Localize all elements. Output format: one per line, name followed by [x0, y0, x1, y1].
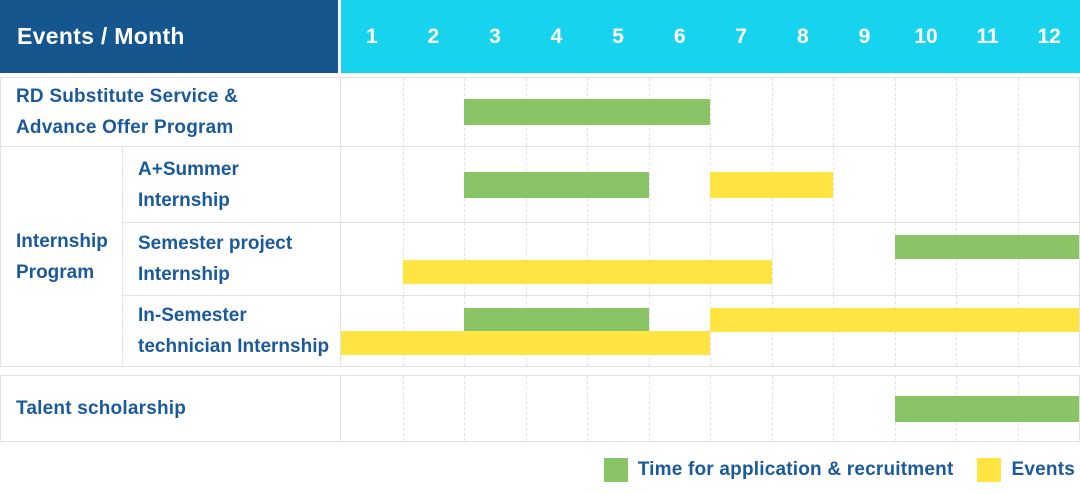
section-gap — [0, 367, 1080, 375]
track-a-summer — [341, 147, 1079, 222]
row-talent-scholarship: Talent scholarship — [1, 376, 1079, 441]
month-header-3: 3 — [489, 24, 501, 48]
month-header-1: 1 — [365, 24, 378, 48]
month-gridline — [525, 376, 527, 441]
legend-application-label: Time for application & recruitment — [637, 459, 954, 480]
track-semester-project — [341, 223, 1079, 295]
bar-in-semester-technician-internship-event-m7-m12 — [710, 308, 1079, 332]
bar-rd-substitute-application-m3-m6 — [464, 99, 710, 125]
bar-semester-project-internship-event-m2-m7 — [402, 260, 772, 284]
legend-application-swatch-icon — [603, 458, 628, 482]
bar-a-summer-internship-application-m3-m5 — [464, 171, 649, 198]
month-header-9: 9 — [858, 24, 871, 48]
month-gridline — [1017, 78, 1019, 146]
row-label-line: Semester project — [138, 233, 293, 254]
month-gridline — [1017, 147, 1019, 222]
bar-talent-scholarship-application-m10-m12 — [894, 395, 1079, 422]
row-label-semester-project: Semester project Internship — [123, 223, 341, 295]
legend: Time for application & recruitment Event… — [0, 442, 1080, 482]
bar-in-semester-technician-internship-event-m1-m6 — [341, 331, 710, 355]
row-rd-substitute: RD Substitute Service & Advance Offer Pr… — [1, 78, 1079, 147]
schedule-section-main: RD Substitute Service & Advance Offer Pr… — [0, 77, 1080, 367]
month-gridline — [402, 147, 404, 222]
row-label-line: Talent scholarship — [16, 398, 187, 419]
month-header-12: 12 — [1037, 24, 1061, 48]
row-label-in-semester: In-Semester technician Internship — [123, 296, 341, 366]
month-gridline — [1017, 223, 1019, 295]
row-label-line: technician Internship — [138, 336, 330, 357]
track-in-semester — [341, 296, 1079, 366]
group-label-line: Internship — [16, 230, 108, 252]
month-header-10: 10 — [914, 24, 938, 48]
row-semester-project-internship: Semester project Internship — [123, 223, 1079, 296]
row-label-line: Internship — [138, 189, 230, 211]
month-gridline — [894, 78, 896, 146]
row-label-line: Internship — [138, 264, 230, 285]
row-in-semester-internship: In-Semester technician Internship — [123, 296, 1079, 366]
month-gridline — [464, 223, 465, 295]
month-header-4: 4 — [550, 24, 563, 48]
month-gridline — [710, 78, 711, 146]
events-month-title: Events / Month — [17, 23, 185, 49]
internship-sub-rows: A+Summer Internship Semester project Int… — [123, 147, 1079, 366]
month-gridline — [956, 78, 957, 146]
month-gridline — [402, 376, 404, 441]
internship-program-band: Internship Program A+Summer Internship S… — [1, 147, 1079, 366]
month-gridline — [710, 376, 711, 441]
month-header-5: 5 — [612, 24, 624, 48]
month-gridline — [771, 376, 773, 441]
month-gridline — [833, 78, 834, 146]
month-gridline — [771, 223, 773, 295]
row-label-line: Advance Offer Program — [16, 117, 234, 138]
group-label-internship-program: Internship Program — [1, 147, 123, 366]
row-label-line: RD Substitute Service & — [16, 86, 239, 107]
schedule-section-talent: Talent scholarship — [0, 375, 1080, 442]
month-gridline — [710, 223, 711, 295]
events-month-header-cell: Events / Month — [0, 0, 338, 73]
month-header-11: 11 — [976, 24, 999, 48]
bar-semester-project-internship-application-m10-m12 — [894, 235, 1079, 259]
legend-events-label: Events — [1011, 459, 1075, 480]
table-header-row: Events / Month 1 2 3 4 5 6 7 8 9 10 11 12 — [0, 0, 1080, 73]
month-gridline — [587, 223, 588, 295]
row-label-talent-scholarship: Talent scholarship — [1, 376, 341, 441]
month-gridline — [771, 78, 773, 146]
month-header-7: 7 — [735, 24, 748, 48]
group-label-line: Program — [16, 261, 95, 283]
month-header-8: 8 — [796, 24, 809, 48]
row-label-rd-substitute: RD Substitute Service & Advance Offer Pr… — [1, 78, 341, 146]
month-header-strip: 1 2 3 4 5 6 7 8 9 10 11 12 — [341, 0, 1080, 73]
month-gridline — [833, 147, 834, 222]
month-gridline — [894, 223, 896, 295]
bar-in-semester-technician-internship-application-m3-m5 — [464, 308, 649, 332]
month-gridline — [402, 223, 404, 295]
month-gridline — [894, 147, 896, 222]
month-header-6: 6 — [673, 24, 686, 48]
month-gridline — [833, 376, 834, 441]
month-gridline — [648, 376, 650, 441]
row-label-line: In-Semester — [138, 305, 247, 326]
track-rd-substitute — [341, 78, 1079, 146]
month-header-2: 2 — [427, 24, 440, 48]
month-gridline — [956, 147, 957, 222]
month-gridline — [833, 223, 834, 295]
track-talent-scholarship — [341, 376, 1079, 441]
legend-events-swatch-icon — [977, 458, 1002, 482]
row-a-summer-internship: A+Summer Internship — [123, 147, 1079, 223]
month-gridline — [464, 376, 465, 441]
month-gridline — [648, 223, 650, 295]
row-label-line: A+Summer — [138, 158, 239, 180]
row-label-a-summer: A+Summer Internship — [123, 147, 341, 222]
month-gridline — [525, 223, 527, 295]
month-gridline — [956, 223, 957, 295]
month-gridline — [648, 147, 650, 222]
month-gridline — [402, 78, 404, 146]
month-gridline — [587, 376, 588, 441]
bar-a-summer-internship-event-m7-m8 — [710, 171, 833, 198]
